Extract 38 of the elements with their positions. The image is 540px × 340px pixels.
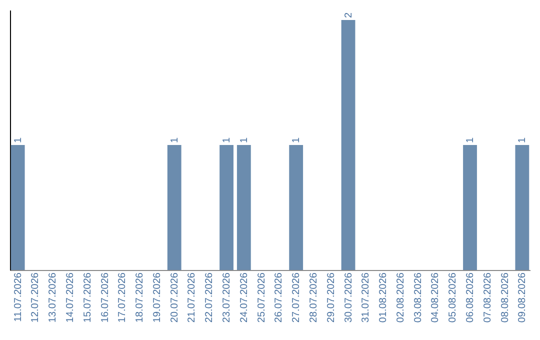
x-tick-label: 21.07.2026 [186,272,198,323]
x-tick-label: 25.07.2026 [256,272,268,323]
x-tick-label: 12.07.2026 [30,272,42,323]
x-tick-label: 11.07.2026 [12,272,24,322]
x-tick-label: 14.07.2026 [65,272,76,323]
x-tick-label: 16.07.2026 [100,272,111,323]
x-tick-label: 05.08.2026 [448,272,459,323]
x-tick-label: 15.07.2026 [82,272,94,323]
x-tick-label: 13.07.2026 [48,272,59,323]
x-tick-label: 22.07.2026 [204,272,216,323]
x-tick-label: 03.08.2026 [412,272,424,323]
x-tick-label: 31.07.2026 [360,272,372,323]
x-tick-label: 28.07.2026 [308,272,320,323]
data-label: 1 [238,137,250,143]
x-tick-label: 02.08.2026 [395,272,406,323]
x-tick-label: 08.08.2026 [500,272,511,323]
x-tick-label: 01.08.2026 [378,272,390,323]
x-tick-label: 04.08.2026 [430,272,442,323]
x-tick-label: 19.07.2026 [152,272,163,323]
x-tick-label: 26.07.2026 [274,272,285,323]
x-tick-label: 17.07.2026 [117,272,128,323]
x-tick-label: 06.08.2026 [465,272,476,323]
data-label: 1 [169,137,180,143]
x-tick-label: 07.08.2026 [482,272,494,323]
data-label: 1 [12,137,24,143]
x-tick-label: 29.07.2026 [326,272,337,323]
data-label: 1 [222,137,233,143]
x-tick-label: 27.07.2026 [291,272,302,323]
data-label: 1 [465,137,476,143]
x-tick-label: 18.07.2026 [134,272,146,323]
x-tick-label: 30.07.2026 [343,272,354,323]
x-tick-label: 23.07.2026 [222,272,233,323]
x-tick-label: 09.08.2026 [517,272,528,323]
data-label: 1 [517,137,528,143]
x-tick-label: 24.07.2026 [238,272,250,323]
data-label: 1 [291,137,302,143]
data-label: 2 [343,12,354,18]
x-tick-label: 20.07.2026 [169,272,180,323]
